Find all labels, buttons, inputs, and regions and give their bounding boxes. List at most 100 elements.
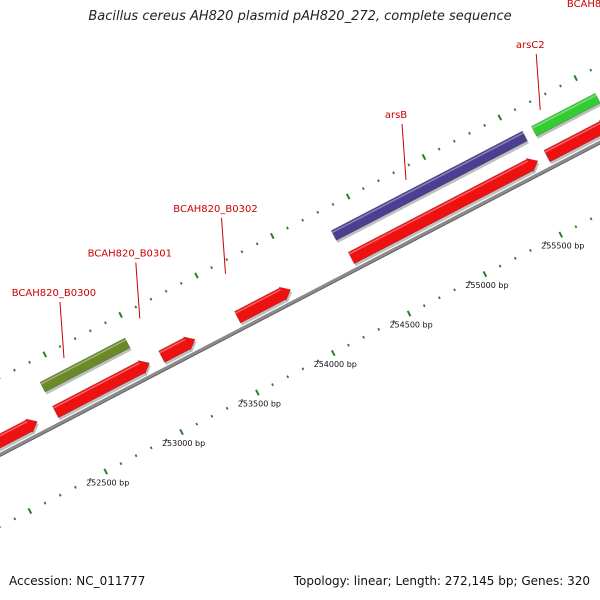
label-leader [535, 53, 541, 111]
cds-feature-5 [234, 286, 291, 324]
lower-tick [392, 319, 396, 323]
cog-feature-7 [330, 130, 528, 241]
upper-tick [179, 281, 183, 285]
feature-highlight [53, 362, 140, 409]
upper-tick [270, 232, 275, 240]
lower-tick [377, 327, 381, 331]
lower-tick [43, 501, 47, 505]
upper-tick [468, 131, 471, 135]
lower-tick [362, 335, 365, 339]
lower-tick-row [0, 217, 593, 528]
upper-tick [345, 193, 351, 200]
gene-label-arsC2: arsC2 [516, 40, 545, 51]
feature-highlight [348, 160, 529, 255]
lower-tick [589, 217, 593, 221]
lower-tick [558, 231, 564, 238]
scale-label-253000: 253000 bp [162, 439, 205, 448]
upper-tick [589, 68, 593, 72]
cds-feature-0 [0, 418, 38, 449]
lower-tick [195, 422, 199, 426]
lower-tick [89, 477, 92, 481]
scale-label-254000: 254000 bp [314, 360, 357, 369]
upper-tick [361, 187, 365, 191]
upper-tick [13, 368, 16, 372]
scale-label-254500: 254500 bp [389, 321, 432, 330]
lower-tick [574, 225, 578, 229]
lower-tick [179, 428, 184, 436]
sequence-backbone [0, 140, 600, 458]
label-leader [221, 217, 227, 274]
lower-tick [225, 406, 229, 410]
upper-tick [255, 242, 259, 246]
backbone-shadow [0, 142, 600, 458]
lower-tick [119, 462, 123, 466]
lower-tick [165, 438, 168, 442]
lower-tick [438, 296, 441, 300]
upper-tick [513, 108, 517, 112]
feature-highlight [532, 94, 597, 129]
gene-label-BCAH820_B0305: BCAH820_B0305 [567, 0, 600, 10]
cog-feature-9 [531, 92, 600, 137]
gene-label-BCAH820_B0301: BCAH820_B0301 [88, 248, 172, 259]
scale-labels: 252500 bp 253000 bp 253500 bp 254000 bp 2545… [86, 242, 584, 488]
upper-tick [42, 351, 48, 358]
lower-tick [544, 240, 547, 245]
upper-tick [88, 329, 92, 333]
lower-tick [498, 264, 502, 268]
accession-text: Accession: NC_011777 [9, 574, 146, 588]
upper-tick [407, 163, 411, 167]
upper-tick [164, 289, 168, 293]
feature-highlight [331, 132, 524, 234]
upper-tick [210, 266, 213, 270]
upper-tick [316, 210, 320, 214]
upper-tick [437, 147, 441, 151]
upper-tick [73, 337, 77, 341]
gene-label-BCAH820_B0300: BCAH820_B0300 [12, 288, 96, 299]
cog-feature-2 [39, 337, 131, 393]
feature-highlight [159, 338, 186, 354]
lower-tick [422, 304, 426, 308]
map-title: Bacillus cereus AH820 plasmid pAH820_272… [88, 9, 512, 24]
upper-tick [118, 311, 123, 319]
lower-tick [13, 517, 17, 521]
upper-tick [543, 92, 547, 96]
label-leader [401, 123, 407, 180]
lower-tick [468, 280, 472, 284]
upper-tick [331, 202, 335, 206]
lower-tick [330, 349, 336, 357]
cds-feature-3 [158, 336, 196, 363]
upper-tick [240, 250, 244, 254]
lower-tick [482, 270, 488, 278]
upper-tick [301, 218, 305, 222]
lower-tick [271, 383, 274, 387]
gene-label-BCAH820_B0302: BCAH820_B0302 [173, 204, 257, 215]
upper-tick [483, 123, 487, 127]
scale-label-253500: 253500 bp [238, 400, 281, 409]
feature-track [0, 92, 600, 452]
lower-tick [286, 375, 290, 379]
gene-label-arsB: arsB [385, 110, 407, 121]
upper-tick [134, 305, 138, 309]
lower-tick [255, 389, 260, 396]
upper-tick [58, 344, 62, 349]
upper-tick [392, 171, 396, 175]
upper-tick [573, 74, 578, 82]
cds-feature-1 [52, 360, 150, 419]
upper-tick [194, 272, 199, 279]
topology-summary: Topology: linear; Length: 272,145 bp; Ge… [293, 574, 590, 588]
lower-tick [134, 454, 138, 458]
upper-tick [149, 297, 153, 301]
lower-tick [301, 367, 305, 371]
gene-labels: BCAH820_B0300 BCAH820_B0301 BCAH820_B0302 a… [12, 0, 600, 358]
lower-tick [406, 310, 412, 317]
lower-tick [513, 256, 517, 260]
cds-feature-6 [347, 157, 539, 265]
lower-tick [27, 507, 33, 515]
upper-tick [497, 114, 503, 121]
backbone-line [0, 140, 600, 457]
feature-highlight [0, 420, 28, 437]
scale-label-255500: 255500 bp [541, 242, 584, 251]
upper-tick-row [0, 68, 593, 380]
feature-highlight [544, 122, 600, 153]
